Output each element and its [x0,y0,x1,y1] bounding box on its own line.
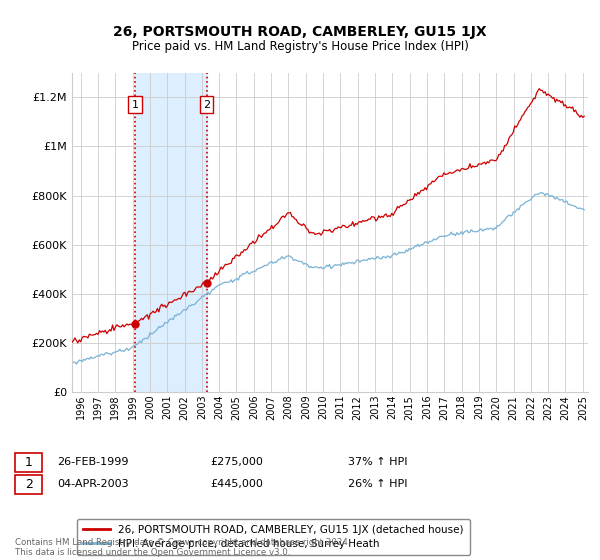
Text: 37% ↑ HPI: 37% ↑ HPI [348,457,407,467]
Text: £445,000: £445,000 [210,479,263,489]
Text: 1: 1 [25,455,33,469]
Text: Contains HM Land Registry data © Crown copyright and database right 2024.
This d: Contains HM Land Registry data © Crown c… [15,538,350,557]
Text: 26, PORTSMOUTH ROAD, CAMBERLEY, GU15 1JX: 26, PORTSMOUTH ROAD, CAMBERLEY, GU15 1JX [113,25,487,39]
Bar [135,73,206,392]
Text: 04-APR-2003: 04-APR-2003 [57,479,128,489]
Text: 26% ↑ HPI: 26% ↑ HPI [348,479,407,489]
Text: 1: 1 [132,100,139,110]
Text: £275,000: £275,000 [210,457,263,467]
Text: 26-FEB-1999: 26-FEB-1999 [57,457,128,467]
Legend: 26, PORTSMOUTH ROAD, CAMBERLEY, GU15 1JX (detached house), HPI: Average price, d: 26, PORTSMOUTH ROAD, CAMBERLEY, GU15 1JX… [77,519,470,555]
Text: 2: 2 [25,478,33,491]
Text: Price paid vs. HM Land Registry's House Price Index (HPI): Price paid vs. HM Land Registry's House … [131,40,469,53]
Text: 2: 2 [203,100,210,110]
